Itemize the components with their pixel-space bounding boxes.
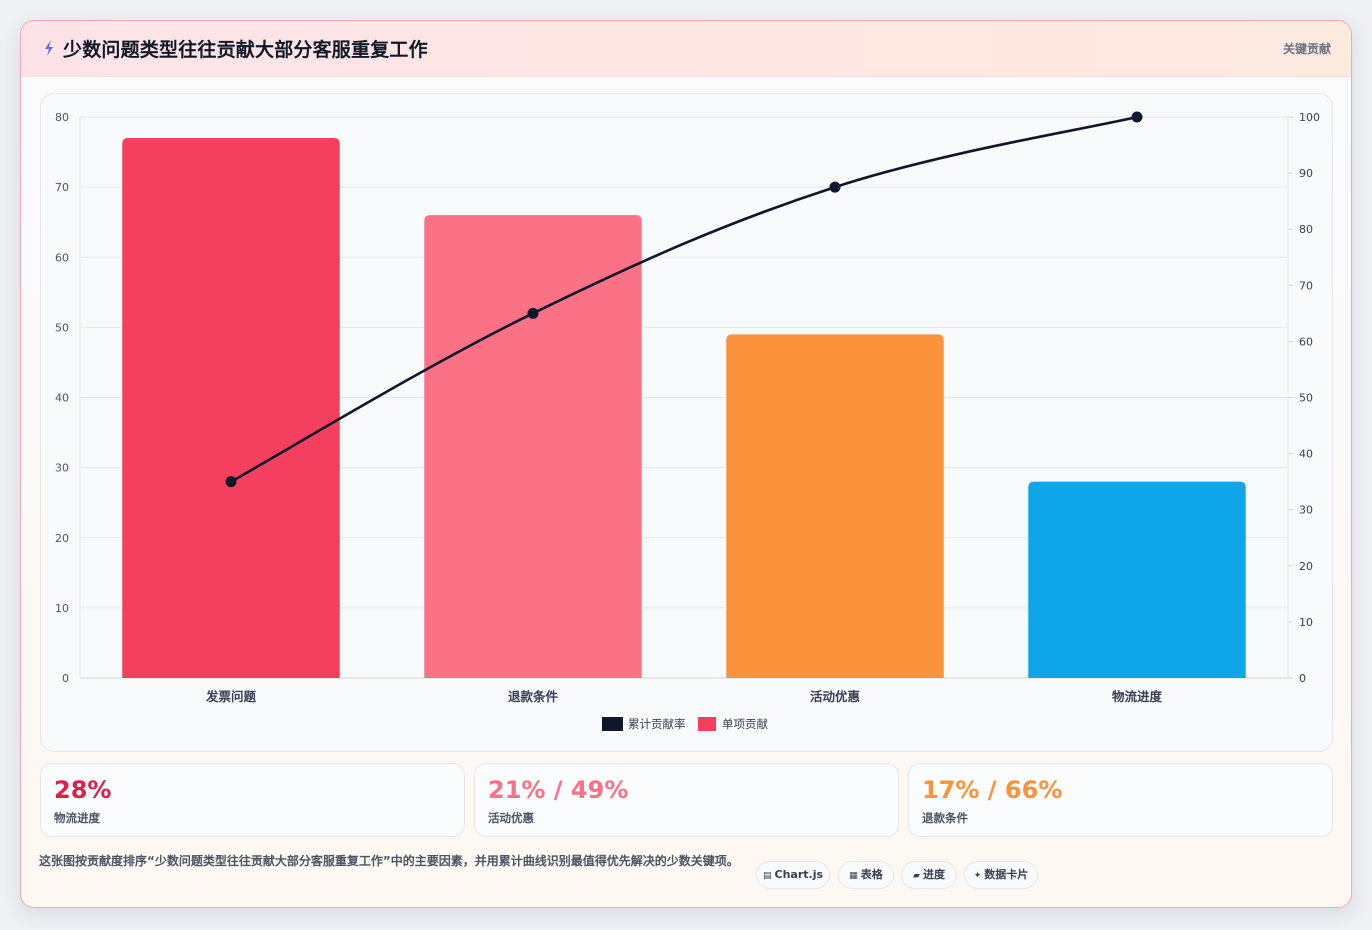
chip-progress[interactable]: ▰ 进度: [901, 861, 957, 889]
cumulative-point: [829, 181, 841, 193]
y-right-tick-label: 60: [1299, 335, 1313, 348]
y-left-tick-label: 20: [55, 532, 69, 545]
cumulative-point: [225, 476, 237, 488]
x-tick-label: 退款条件: [508, 689, 559, 704]
cumulative-point: [1131, 111, 1143, 123]
y-left-tick-label: 70: [55, 181, 69, 194]
lightning-icon: [45, 40, 53, 56]
stat-label-3: 退款条件: [922, 811, 968, 825]
y-right-tick-label: 50: [1299, 392, 1313, 405]
y-left-tick-label: 30: [55, 462, 69, 475]
stat-value-1: 28%: [54, 776, 112, 804]
y-left-tick-label: 10: [55, 602, 69, 615]
y-right-tick-label: 40: [1299, 448, 1313, 461]
y-right-tick-label: 90: [1299, 167, 1313, 180]
bar: [122, 138, 340, 679]
stat-value-3: 17% / 66%: [922, 776, 1063, 804]
y-right-tick-label: 100: [1299, 111, 1320, 124]
pareto-chart: 0 10 20 30 40 50 60 70 80 0 10 20 30 40 50 60 70 80 90 100 发…: [55, 111, 1320, 731]
table-icon: ▦: [849, 871, 858, 881]
y-left-tick-label: 0: [62, 672, 69, 685]
card-header: 少数问题类型往往贡献大部分客服重复工作 关键贡献: [21, 21, 1351, 77]
stat-label-1: 物流进度: [54, 811, 100, 825]
pareto-card: 少数问题类型往往贡献大部分客服重复工作 关键贡献 0 10 20 30 40 50 60 70…: [20, 20, 1352, 908]
stat-card-1: 28% 物流进度: [40, 763, 465, 837]
cumulative-point: [527, 307, 539, 319]
bar: [726, 334, 944, 678]
y-right-tick-label: 0: [1299, 672, 1306, 685]
bar: [424, 215, 642, 679]
y-left-tick-label: 80: [55, 111, 69, 124]
chip-table[interactable]: ▦ 表格: [838, 861, 894, 889]
chart-panel: 0 10 20 30 40 50 60 70 80 0 10 20 30 40 50 60 70 80 90 100 发…: [40, 93, 1333, 752]
bar: [1028, 481, 1246, 678]
stat-card-3: 17% / 66% 退款条件: [908, 763, 1333, 837]
y-left-tick-label: 50: [55, 321, 69, 334]
stat-value-2: 21% / 49%: [488, 776, 629, 804]
header-tag: 关键贡献: [1282, 42, 1331, 56]
chip-label: 数据卡片: [984, 868, 1029, 881]
chart-icon: ▤: [762, 871, 772, 881]
chip-chartjs[interactable]: ▤ Chart.js: [756, 861, 830, 889]
stat-card-2: 21% / 49% 活动优惠: [474, 763, 899, 837]
y-right-tick-label: 80: [1299, 223, 1313, 236]
y-left-tick-label: 60: [55, 251, 69, 264]
stat-label-2: 活动优惠: [488, 811, 534, 825]
legend-swatch-line: [602, 717, 623, 731]
y-left-tick-label: 40: [55, 392, 69, 405]
y-right-tick-label: 20: [1299, 560, 1313, 573]
sparkle-icon: ✦: [973, 871, 982, 881]
chip-label: 表格: [860, 868, 883, 881]
y-right-tick-label: 30: [1299, 504, 1313, 517]
progress-icon: ▰: [913, 871, 920, 881]
x-tick-label: 活动优惠: [810, 689, 861, 704]
cumulative-line: [230, 115, 1138, 483]
y-right-tick-label: 10: [1299, 616, 1313, 629]
chip-data-card[interactable]: ✦ 数据卡片: [964, 861, 1038, 889]
x-tick-label: 发票问题: [205, 689, 257, 704]
legend-swatch-bar: [698, 717, 716, 731]
chip-label: Chart.js: [774, 868, 824, 881]
chart-description: 这张图按贡献度排序“少数问题类型往往贡献大部分客服重复工作”中的主要因素，并用累…: [39, 854, 739, 868]
x-tick-label: 物流进度: [1112, 689, 1163, 704]
legend-label: 累计贡献率: [628, 717, 686, 731]
chip-label: 进度: [922, 868, 945, 881]
y-right-tick-label: 70: [1299, 279, 1313, 292]
page-title: 少数问题类型往往贡献大部分客服重复工作: [63, 39, 428, 61]
legend-label: 单项贡献: [722, 717, 768, 731]
